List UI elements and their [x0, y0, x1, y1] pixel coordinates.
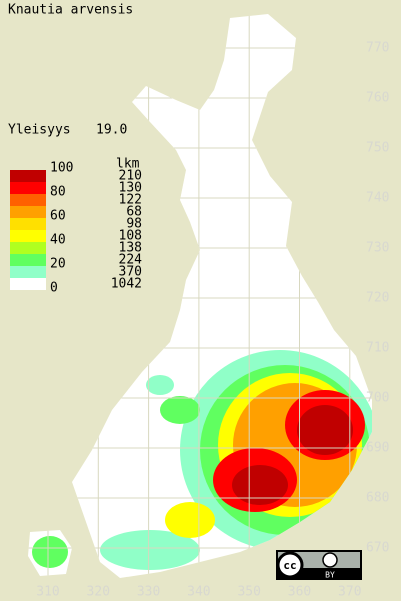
occurrence-area — [32, 536, 68, 568]
legend-swatch — [10, 254, 46, 266]
legend-swatch — [10, 182, 46, 194]
cc-text: cc — [283, 559, 296, 572]
legend-count: 122 — [119, 193, 142, 208]
legend-scale-label: 80 — [50, 185, 66, 200]
legend-count: 370 — [119, 265, 142, 280]
title: Knautia arvensis — [8, 3, 133, 18]
by-icon — [322, 552, 338, 568]
northing-label: 730 — [366, 241, 389, 256]
legend-scale-label: 0 — [50, 281, 58, 296]
northing-label: 690 — [366, 441, 389, 456]
legend-count: 98 — [126, 217, 142, 232]
cc-icon — [276, 551, 304, 579]
northing-label: 720 — [366, 291, 389, 306]
count-header: lkm — [116, 157, 140, 172]
legend-count: 1042 — [111, 277, 142, 292]
easting-label: 320 — [87, 585, 110, 600]
legend-count: 224 — [119, 253, 143, 268]
northing-label: 760 — [366, 91, 389, 106]
occurrence-area — [165, 502, 215, 538]
occurrence-area — [146, 375, 174, 395]
easting-label: 310 — [36, 585, 59, 600]
easting-label: 370 — [338, 585, 361, 600]
easting-label: 350 — [237, 585, 260, 600]
frequency-value: 19.0 — [96, 123, 127, 138]
legend-swatch — [10, 230, 46, 242]
northing-label: 680 — [366, 491, 389, 506]
legend-swatch — [10, 266, 46, 278]
legend-scale-label: 40 — [50, 233, 66, 248]
northing-label: 750 — [366, 141, 389, 156]
easting-label: 330 — [137, 585, 160, 600]
legend-count: 210 — [119, 169, 142, 184]
occurrence-area — [232, 465, 288, 505]
legend-scale-label: 60 — [50, 209, 66, 224]
northing-label: 670 — [366, 541, 389, 556]
legend-swatch — [10, 242, 46, 254]
legend-count: 68 — [126, 205, 142, 220]
legend-swatch — [10, 278, 46, 290]
legend-scale-label: 20 — [50, 257, 66, 272]
legend-count: 108 — [119, 229, 142, 244]
frequency-label: Yleisyys — [8, 123, 71, 138]
legend-scale-label: 100 — [50, 161, 73, 176]
legend-count: 130 — [119, 181, 142, 196]
easting-label: 340 — [187, 585, 210, 600]
license-badge: cc BY — [276, 550, 362, 580]
northing-label: 740 — [366, 191, 389, 206]
occurrence-area — [100, 530, 200, 570]
northing-label: 770 — [366, 41, 389, 56]
easting-label: 360 — [288, 585, 311, 600]
legend-swatch — [10, 194, 46, 206]
occurrence-area — [297, 405, 353, 455]
occurrence-area — [160, 396, 200, 424]
legend-swatch — [10, 170, 46, 182]
by-text: BY — [325, 571, 335, 580]
legend-swatch — [10, 218, 46, 230]
northing-label: 700 — [366, 391, 389, 406]
northing-label: 710 — [366, 341, 389, 356]
legend-count: 138 — [119, 241, 142, 256]
legend-swatch — [10, 206, 46, 218]
